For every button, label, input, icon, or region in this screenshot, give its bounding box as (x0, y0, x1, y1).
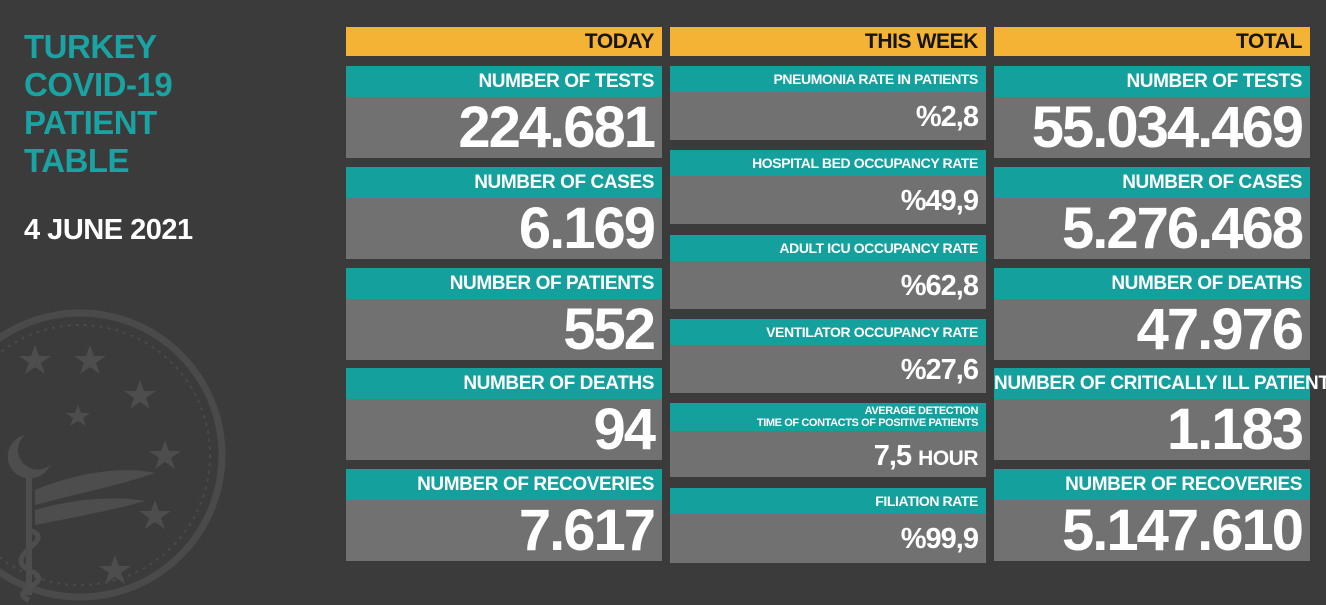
total-tests-card: NUMBER OF TESTS 55.034.469 (994, 66, 1310, 159)
total-tests-value: 55.034.469 (994, 97, 1310, 159)
total-critically-ill-label: NUMBER OF CRITICALLY ILL PATIENTS (994, 368, 1326, 399)
week-icu-occupancy-card: ADULT ICU OCCUPANCY RATE %62,8 (670, 235, 986, 309)
week-icu-occupancy-label: ADULT ICU OCCUPANCY RATE (670, 235, 986, 261)
week-detection-time-label-line2: TIME OF CONTACTS OF POSITIVE PATIENTS (756, 417, 978, 429)
today-tests-value: 224.681 (346, 97, 662, 159)
week-filiation-value: %99,9 (670, 514, 986, 563)
week-bed-occupancy-value: %49,9 (670, 176, 986, 224)
today-recoveries-label: NUMBER OF RECOVERIES (346, 469, 662, 500)
header-today: TODAY (346, 27, 662, 56)
week-bed-occupancy-card: HOSPITAL BED OCCUPANCY RATE %49,9 (670, 150, 986, 224)
today-deaths-card: NUMBER OF DEATHS 94 (346, 368, 662, 461)
total-recoveries-card: NUMBER OF RECOVERIES 5.147.610 (994, 469, 1310, 562)
report-date: 4 JUNE 2021 (24, 214, 193, 246)
total-critically-ill-card: NUMBER OF CRITICALLY ILL PATIENTS 1.183 (994, 368, 1326, 461)
total-recoveries-label: NUMBER OF RECOVERIES (994, 469, 1310, 500)
week-filiation-card: FILIATION RATE %99,9 (670, 488, 986, 563)
today-tests-label: NUMBER OF TESTS (346, 66, 662, 97)
today-cases-card: NUMBER OF CASES 6.169 (346, 167, 662, 260)
week-detection-time-label-line1: AVERAGE DETECTION (864, 405, 979, 417)
today-tests-card: NUMBER OF TESTS 224.681 (346, 66, 662, 159)
today-cases-label: NUMBER OF CASES (346, 167, 662, 198)
week-detection-time-unit: HOUR (918, 447, 978, 470)
today-patients-label: NUMBER OF PATIENTS (346, 268, 662, 299)
page-title: TURKEY COVID-19 PATIENT TABLE (24, 28, 173, 180)
header-this-week: THIS WEEK (670, 27, 986, 56)
week-detection-time-label: AVERAGE DETECTION TIME OF CONTACTS OF PO… (670, 403, 986, 431)
week-ventilator-card: VENTILATOR OCCUPANCY RATE %27,6 (670, 319, 986, 393)
today-patients-card: NUMBER OF PATIENTS 552 (346, 268, 662, 361)
today-deaths-label: NUMBER OF DEATHS (346, 368, 662, 399)
total-cases-value: 5.276.468 (994, 198, 1310, 260)
week-detection-time-number: 7,5 (873, 440, 912, 472)
total-cases-label: NUMBER OF CASES (994, 167, 1310, 198)
today-patients-value: 552 (346, 299, 662, 361)
total-tests-label: NUMBER OF TESTS (994, 66, 1310, 97)
week-pneumonia-value: %2,8 (670, 92, 986, 140)
week-ventilator-label: VENTILATOR OCCUPANCY RATE (670, 319, 986, 345)
total-cases-card: NUMBER OF CASES 5.276.468 (994, 167, 1310, 260)
week-pneumonia-label: PNEUMONIA RATE IN PATIENTS (670, 66, 986, 92)
title-line-4: TABLE (24, 142, 130, 179)
title-line-2: COVID-19 (24, 66, 173, 103)
week-icu-occupancy-value: %62,8 (670, 261, 986, 309)
total-deaths-card: NUMBER OF DEATHS 47.976 (994, 268, 1310, 361)
today-recoveries-value: 7.617 (346, 500, 662, 562)
title-line-3: PATIENT (24, 104, 157, 141)
week-ventilator-value: %27,6 (670, 345, 986, 393)
week-pneumonia-card: PNEUMONIA RATE IN PATIENTS %2,8 (670, 66, 986, 140)
today-deaths-value: 94 (346, 399, 662, 461)
total-deaths-value: 47.976 (994, 299, 1310, 361)
total-deaths-label: NUMBER OF DEATHS (994, 268, 1310, 299)
total-critically-ill-value: 1.183 (994, 399, 1310, 461)
title-line-1: TURKEY (24, 28, 157, 65)
week-detection-time-card: AVERAGE DETECTION TIME OF CONTACTS OF PO… (670, 403, 986, 477)
today-cases-value: 6.169 (346, 198, 662, 260)
today-recoveries-card: NUMBER OF RECOVERIES 7.617 (346, 469, 662, 562)
total-recoveries-value: 5.147.610 (994, 500, 1310, 562)
week-filiation-label: FILIATION RATE (670, 488, 986, 514)
week-bed-occupancy-label: HOSPITAL BED OCCUPANCY RATE (670, 150, 986, 176)
ministry-emblem-icon (0, 309, 226, 603)
week-detection-time-value: 7,5 HOUR (670, 431, 986, 477)
header-total: TOTAL (994, 27, 1310, 56)
